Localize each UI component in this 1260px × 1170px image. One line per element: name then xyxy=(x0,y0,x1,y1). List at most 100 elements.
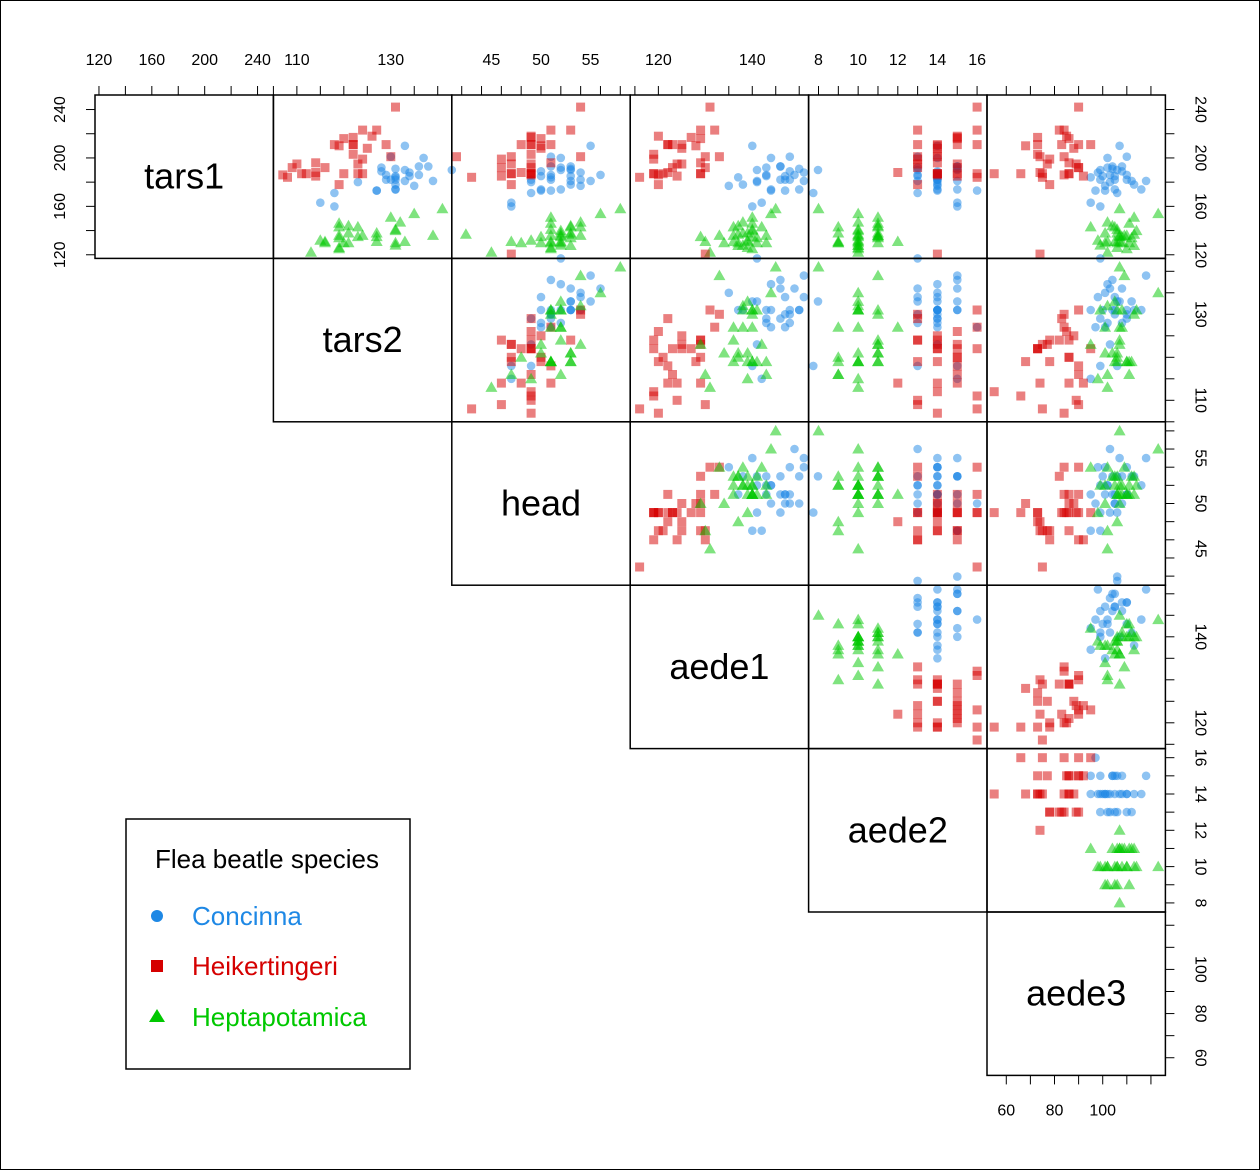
point-concinna xyxy=(933,641,942,650)
point-concinna xyxy=(1096,526,1105,535)
point-concinna xyxy=(526,361,536,371)
point-concinna xyxy=(1086,771,1095,781)
point-concinna xyxy=(409,181,419,191)
point-concinna xyxy=(1103,807,1112,817)
point-concinna xyxy=(428,176,438,186)
point-heptapotamica xyxy=(1113,202,1126,214)
point-concinna xyxy=(377,167,386,176)
point-heptapotamica xyxy=(694,230,707,242)
point-heptapotamica xyxy=(614,261,627,272)
point-heptapotamica xyxy=(574,216,587,227)
point-heptapotamica xyxy=(1111,241,1124,252)
point-concinna xyxy=(933,585,942,594)
point-heikertingeri xyxy=(972,489,982,499)
point-concinna xyxy=(776,175,785,184)
point-heikertingeri xyxy=(526,408,536,418)
point-heikertingeri xyxy=(297,169,307,179)
point-heikertingeri xyxy=(686,508,696,518)
point-heptapotamica xyxy=(564,220,577,232)
point-heikertingeri xyxy=(668,508,677,518)
point-concinna xyxy=(576,181,585,191)
point-heikertingeri xyxy=(952,159,962,169)
point-heptapotamica xyxy=(832,617,845,629)
point-heikertingeri xyxy=(663,378,673,388)
point-concinna xyxy=(1105,508,1115,517)
point-heptapotamica xyxy=(594,207,607,219)
point-heptapotamica xyxy=(564,231,577,243)
point-concinna xyxy=(1105,444,1115,454)
point-heptapotamica xyxy=(1108,470,1121,481)
point-heikertingeri xyxy=(516,378,526,388)
point-concinna xyxy=(776,314,785,323)
point-heptapotamica xyxy=(1123,368,1136,379)
point-heikertingeri xyxy=(1059,789,1069,799)
point-heptapotamica xyxy=(718,347,731,358)
point-heikertingeri xyxy=(989,387,999,397)
point-heptapotamica xyxy=(1084,622,1097,633)
point-heikertingeri xyxy=(496,378,506,388)
point-heikertingeri xyxy=(1033,132,1043,142)
point-concinna xyxy=(1115,141,1124,151)
point-concinna xyxy=(1108,606,1117,616)
point-concinna xyxy=(1137,789,1146,799)
point-concinna xyxy=(1100,186,1110,195)
point-heptapotamica xyxy=(554,239,567,250)
point-heikertingeri xyxy=(391,102,400,112)
point-heikertingeri xyxy=(913,395,923,405)
point-heptapotamica xyxy=(1111,860,1124,872)
point-heikertingeri xyxy=(1033,508,1043,518)
point-heikertingeri xyxy=(932,408,942,418)
point-heikertingeri xyxy=(1033,140,1043,150)
point-heptapotamica xyxy=(535,236,547,248)
point-heikertingeri xyxy=(952,701,962,711)
point-heikertingeri xyxy=(972,404,982,414)
point-heptapotamica xyxy=(554,224,567,236)
point-heikertingeri xyxy=(506,180,516,190)
point-heptapotamica xyxy=(1152,613,1165,625)
legend-label-heikertingeri: Heikertingeri xyxy=(192,951,338,981)
point-heptapotamica xyxy=(505,235,518,246)
point-heikertingeri xyxy=(893,378,903,388)
point-heptapotamica xyxy=(1130,860,1143,872)
point-concinna xyxy=(757,526,766,535)
point-heikertingeri xyxy=(311,171,321,181)
point-concinna xyxy=(733,173,743,182)
point-heikertingeri xyxy=(1033,149,1043,159)
point-heikertingeri xyxy=(696,471,706,481)
point-concinna xyxy=(738,180,748,189)
point-heikertingeri xyxy=(1059,170,1069,180)
point-concinna xyxy=(799,462,809,472)
point-heikertingeri xyxy=(1054,679,1064,689)
point-heptapotamica xyxy=(544,211,557,222)
point-heptapotamica xyxy=(736,479,749,490)
point-concinna xyxy=(381,175,391,184)
point-heikertingeri xyxy=(691,357,701,367)
point-concinna xyxy=(536,185,546,194)
point-concinna xyxy=(785,167,795,176)
point-heptapotamica xyxy=(852,497,865,508)
point-heikertingeri xyxy=(1074,370,1084,379)
point-heikertingeri xyxy=(700,249,710,259)
point-concinna xyxy=(400,141,410,151)
point-heptapotamica xyxy=(852,488,865,499)
point-heptapotamica xyxy=(812,609,825,620)
point-heptapotamica xyxy=(1099,497,1112,508)
point-heikertingeri xyxy=(972,462,982,472)
point-concinna xyxy=(556,163,566,172)
point-concinna xyxy=(536,292,546,302)
point-heptapotamica xyxy=(741,295,754,306)
point-heikertingeri xyxy=(1064,789,1074,799)
point-heptapotamica xyxy=(1094,304,1107,315)
x-tick-label-aede2: 8 xyxy=(814,52,823,69)
point-heikertingeri xyxy=(516,140,526,150)
point-heptapotamica xyxy=(1128,643,1141,655)
point-heikertingeri xyxy=(913,709,923,719)
point-heptapotamica xyxy=(1113,261,1126,272)
point-concinna xyxy=(953,632,962,642)
point-heikertingeri xyxy=(536,331,546,341)
point-concinna xyxy=(556,185,566,194)
point-heptapotamica xyxy=(384,211,397,222)
point-heptapotamica xyxy=(1101,246,1114,257)
point-heptapotamica xyxy=(852,669,865,680)
point-heptapotamica xyxy=(1099,236,1112,248)
